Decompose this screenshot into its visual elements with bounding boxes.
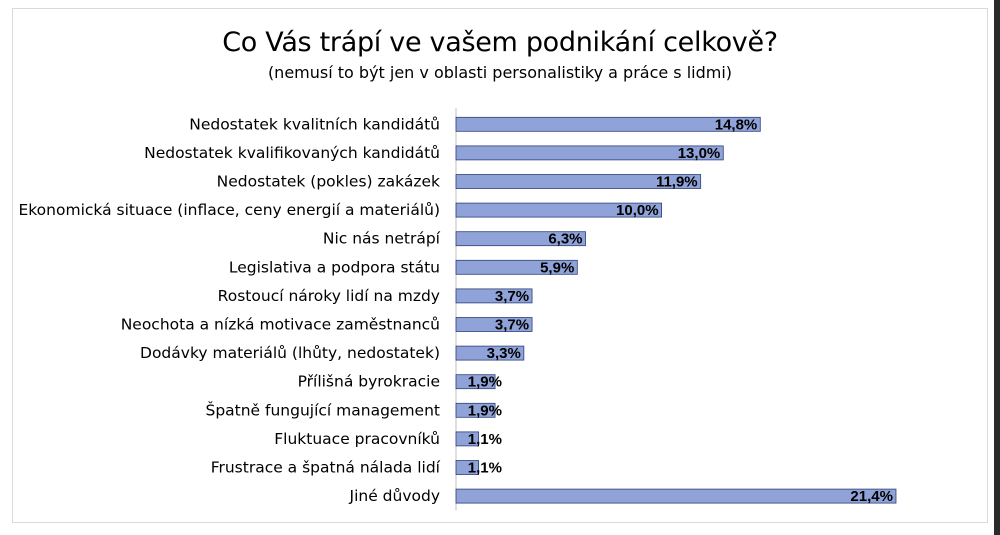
- data-label: 10,0%: [616, 202, 659, 219]
- category-label: Nedostatek kvalitních kandidátů: [189, 115, 440, 133]
- data-label: 11,9%: [656, 174, 698, 191]
- bar: [455, 231, 586, 247]
- data-label: 13,0%: [678, 145, 721, 162]
- bar: [455, 460, 480, 475]
- category-label: Jiné důvody: [349, 487, 441, 505]
- bar: [455, 345, 525, 361]
- chart-title: Co Vás trápí ve vašem podnikání celkově?: [222, 27, 778, 58]
- data-label: 1,9%: [468, 374, 502, 391]
- data-label: 1,9%: [468, 402, 502, 419]
- chart-subtitle: (nemusí to být jen v oblasti personalist…: [267, 63, 733, 82]
- bar: [455, 317, 533, 332]
- bar: [455, 145, 724, 161]
- bar: [455, 116, 761, 132]
- data-label: 3,7%: [495, 317, 529, 334]
- category-label: Dodávky materiálů (lhůty, nedostatek): [140, 344, 440, 362]
- category-label: Neochota a nízká motivace zaměstnanců: [121, 316, 440, 334]
- category-label: Nedostatek (pokles) zakázek: [217, 173, 440, 191]
- window-edge: [994, 0, 1000, 535]
- bar: [455, 259, 578, 275]
- category-label: Nic nás netrápí: [323, 230, 441, 248]
- bar: [455, 202, 663, 218]
- bar: [455, 488, 897, 504]
- data-label: 1,1%: [468, 460, 502, 477]
- bar: [455, 402, 496, 418]
- data-label: 6,3%: [548, 231, 582, 248]
- category-label: Špatně fungující management: [205, 400, 440, 419]
- data-label: 3,3%: [487, 345, 521, 362]
- category-label: Frustrace a špatná nálada lidí: [211, 459, 441, 477]
- category-label: Legislativa a podpora státu: [229, 258, 440, 276]
- category-label: Fluktuace pracovníků: [274, 430, 440, 448]
- bar: [455, 431, 480, 447]
- data-label: 5,9%: [540, 259, 574, 276]
- data-label: 21,4%: [850, 488, 893, 505]
- bar: [455, 288, 533, 304]
- bar: [455, 174, 702, 189]
- bar: [455, 374, 496, 390]
- data-label: 1,1%: [468, 431, 502, 448]
- category-label: Přílišná byrokracie: [298, 373, 440, 391]
- category-label: Rostoucí nároky lidí na mzdy: [218, 287, 440, 305]
- category-label: Ekonomická situace (inflace, ceny energi…: [18, 201, 440, 219]
- data-label: 3,7%: [495, 288, 529, 305]
- category-label: Nedostatek kvalifikovaných kandidátů: [144, 144, 440, 162]
- data-label: 14,8%: [715, 116, 758, 133]
